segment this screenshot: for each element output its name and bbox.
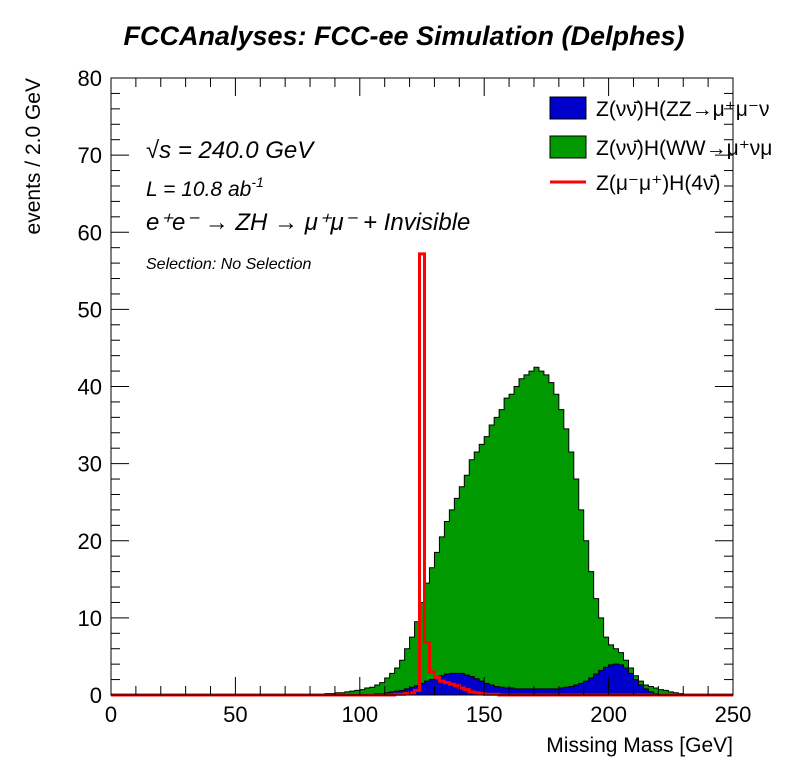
- plot-area: [111, 78, 733, 695]
- axis-ticks: 0 50 100 150 200 250 0 10 20 30 40 50 60 70 80: [78, 66, 752, 727]
- legend-label-signal: Z(μ⁻μ⁺)H(4ν̄): [596, 172, 721, 195]
- y-tick-label: 80: [78, 66, 102, 91]
- y-tick-label: 30: [78, 452, 102, 477]
- luminosity-value: L = 10.8 ab: [146, 178, 252, 201]
- y-tick-label: 0: [90, 683, 102, 708]
- legend-swatch-zz: [549, 96, 587, 120]
- sqrt-s-symbol: √s: [146, 137, 171, 164]
- sqrt-s-value: = 240.0 GeV: [171, 137, 315, 164]
- y-tick-label: 20: [78, 529, 102, 554]
- legend: Z(νν̄)H(ZZ→μ⁺μ⁻ν Z(νν̄)H(WW→μ⁺νμ Z(μ⁻μ⁺)…: [549, 96, 772, 195]
- x-axis-label: Missing Mass [GeV]: [546, 734, 733, 757]
- y-tick-label: 70: [78, 143, 102, 168]
- luminosity-unit-exponent: -1: [251, 174, 263, 190]
- y-tick-label: 10: [78, 606, 102, 631]
- x-tick-label: 250: [715, 702, 752, 727]
- x-tick-label: 50: [223, 702, 247, 727]
- chart-title: FCCAnalyses: FCC-ee Simulation (Delphes): [123, 21, 684, 51]
- legend-swatch-ww: [549, 135, 587, 159]
- process-annotation: e⁺e⁻ → ZH → μ⁺μ⁻ + Invisible: [146, 209, 470, 236]
- y-axis-label: events / 2.0 GeV: [22, 78, 45, 234]
- x-tick-label: 0: [105, 702, 117, 727]
- y-tick-label: 50: [78, 297, 102, 322]
- y-tick-label: 60: [78, 220, 102, 245]
- legend-label-ww: Z(νν̄)H(WW→μ⁺νμ: [596, 137, 772, 160]
- selection-annotation: Selection: No Selection: [146, 256, 312, 273]
- sqrt-s-annotation: √s = 240.0 GeV: [146, 137, 315, 164]
- x-tick-label: 100: [341, 702, 378, 727]
- luminosity-annotation: L = 10.8 ab-1: [146, 174, 264, 201]
- x-tick-label: 200: [590, 702, 627, 727]
- legend-label-zz: Z(νν̄)H(ZZ→μ⁺μ⁻ν: [596, 98, 770, 121]
- y-tick-label: 40: [78, 375, 102, 400]
- x-tick-label: 150: [466, 702, 503, 727]
